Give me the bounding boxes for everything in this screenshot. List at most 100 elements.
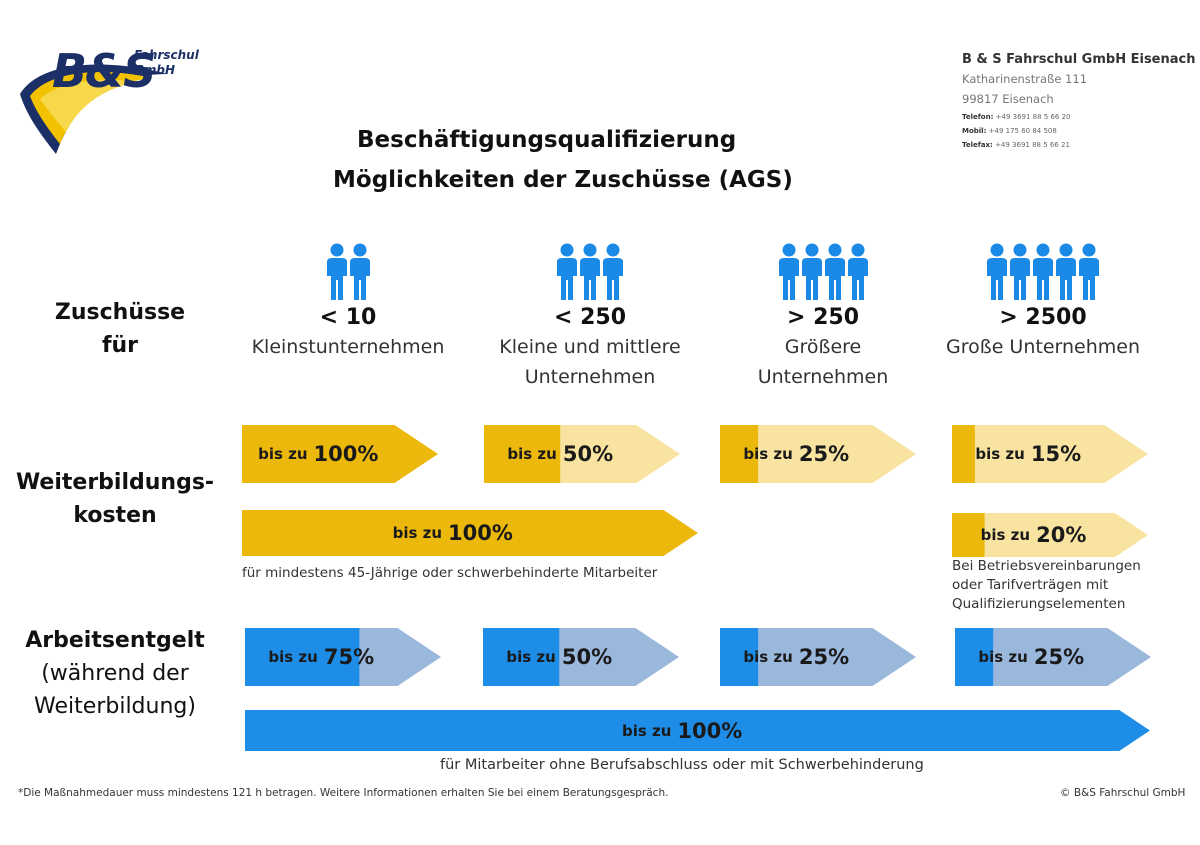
bar-label: bis zu 50%	[484, 425, 637, 483]
people-icon-group	[713, 242, 933, 304]
note-tarif: Bei Betriebsvereinbarungen oder Tarifver…	[952, 557, 1141, 614]
category-desc-line1: Kleine und mittlere	[499, 336, 681, 358]
people-icon	[557, 243, 623, 300]
person-icon	[603, 243, 623, 300]
category-count: > 2500	[999, 305, 1087, 330]
footer-copyright: © B&S Fahrschul GmbH	[1060, 787, 1186, 799]
bar-value: 100%	[677, 718, 743, 743]
person-icon	[580, 243, 600, 300]
bar-prefix: bis zu	[506, 648, 556, 666]
arrow-shape	[242, 425, 438, 483]
row-label-weiterbildung: Weiterbildungs- kosten	[10, 466, 220, 532]
note-tarif-line1: Bei Betriebsvereinbarungen	[952, 558, 1141, 574]
arrow-fill	[955, 628, 994, 686]
bar-arbeitsentgelt-groesser: bis zu 25%	[720, 628, 916, 686]
bar-value: 25%	[798, 442, 850, 466]
arrow-shape	[720, 628, 916, 686]
company-fax: Telefax: +49 3691 88 5 66 21	[962, 141, 1070, 149]
people-icon-group	[480, 242, 700, 304]
bar-prefix: bis zu	[621, 721, 672, 740]
category-desc-line1: Große Unternehmen	[945, 336, 1141, 358]
arrow-shape	[720, 425, 916, 483]
bar-label: bis zu 15%	[952, 425, 1105, 483]
row-label-zuschuesse: Zuschüsse für	[40, 296, 200, 362]
bar-prefix: bis zu	[743, 445, 793, 463]
bar-prefix: bis zu	[980, 526, 1031, 544]
arrow-shape	[952, 425, 1148, 483]
phone-value: +49 3691 88 5 66 20	[995, 113, 1071, 121]
bar-label: bis zu 100%	[245, 710, 1119, 751]
people-icon-group	[933, 242, 1153, 304]
arrow-fill	[720, 628, 759, 686]
bar-value: 25%	[798, 645, 850, 669]
arrow-fill	[483, 628, 560, 686]
arrow-shape	[955, 628, 1151, 686]
bar-value: 25%	[1033, 645, 1085, 669]
category-desc-line1: Kleinstunternehmen	[251, 336, 445, 358]
person-icon	[1056, 243, 1076, 300]
bar-label: bis zu 25%	[720, 628, 873, 686]
category-desc-line2: Unternehmen	[757, 366, 889, 388]
bar-label: bis zu 100%	[242, 510, 664, 556]
bar-weiterbildung-45plus: bis zu 100%	[242, 510, 698, 556]
category-3: > 250 Größere Unternehmen	[713, 242, 933, 392]
person-icon	[1033, 243, 1053, 300]
people-icon	[778, 243, 868, 300]
person-icon	[1010, 243, 1030, 300]
company-street: Katharinenstraße 111	[962, 72, 1088, 86]
person-icon	[326, 243, 347, 300]
arrow-fill	[952, 513, 985, 557]
note-ohne-abschluss: für Mitarbeiter ohne Berufsabschluss ode…	[440, 757, 924, 773]
bar-value: 50%	[562, 442, 614, 466]
bar-label: bis zu 75%	[245, 628, 398, 686]
bar-value: 75%	[323, 645, 375, 669]
page-subtitle: Möglichkeiten der Zuschüsse (AGS)	[333, 167, 793, 193]
bar-label: bis zu 20%	[952, 513, 1115, 557]
people-icon	[326, 243, 370, 300]
footer-disclaimer: *Die Maßnahmedauer muss mindestens 121 h…	[18, 787, 669, 799]
note-tarif-line3: Qualifizierungselementen	[952, 596, 1126, 612]
arrow-shape	[242, 510, 698, 556]
person-icon	[801, 243, 822, 300]
arrow-shape	[952, 513, 1148, 557]
bar-value: 20%	[1036, 523, 1087, 547]
bar-label: bis zu 25%	[955, 628, 1108, 686]
logo-brand: B&S	[52, 44, 156, 98]
person-icon	[847, 243, 868, 300]
logo-text-line2: GmbH	[134, 63, 175, 77]
person-icon	[778, 243, 799, 300]
company-name: B & S Fahrschul GmbH Eisenach	[962, 52, 1196, 67]
category-count: < 250	[553, 305, 626, 330]
bar-weiterbildung-kleinst: bis zu 100%	[242, 425, 438, 483]
category-desc-line1: Größere	[784, 336, 862, 358]
bar-prefix: bis zu	[978, 648, 1028, 666]
fax-label: Telefax:	[962, 141, 993, 149]
company-logo: B&S Fahrschul GmbH	[18, 44, 218, 159]
arrow-fill	[720, 425, 759, 483]
row-label-weiterbildung-line2: kosten	[73, 503, 157, 528]
bar-value: 50%	[561, 645, 613, 669]
category-count: > 250	[786, 305, 859, 330]
bar-prefix: bis zu	[392, 524, 443, 542]
bar-prefix: bis zu	[268, 648, 318, 666]
row-label-weiterbildung-line1: Weiterbildungs-	[15, 470, 215, 495]
note-45plus: für mindestens 45-Jährige oder schwerbeh…	[242, 565, 658, 581]
bar-arbeitsentgelt-gross: bis zu 25%	[955, 628, 1151, 686]
bar-prefix: bis zu	[258, 445, 308, 463]
bar-prefix: bis zu	[507, 445, 557, 463]
bar-arbeitsentgelt-kmu: bis zu 50%	[483, 628, 679, 686]
company-phone: Telefon: +49 3691 88 5 66 20	[962, 113, 1071, 121]
mobile-label: Mobil:	[962, 127, 987, 135]
row-label-arbeitsentgelt-line3: Weiterbildung)	[34, 694, 196, 719]
bar-value: 15%	[1030, 442, 1082, 466]
bar-label: bis zu 100%	[242, 425, 395, 483]
phone-label: Telefon:	[962, 113, 994, 121]
row-label-zuschuesse-line2: für	[101, 333, 139, 358]
people-icon-group	[238, 242, 458, 304]
page-title: Beschäftigungsqualifizierung	[357, 127, 737, 153]
row-label-arbeitsentgelt: Arbeitsentgelt (während der Weiterbildun…	[10, 624, 220, 723]
company-mobile: Mobil: +49 175 60 84 508	[962, 127, 1057, 135]
arrow-shape	[245, 710, 1150, 751]
category-2: < 250 Kleine und mittlere Unternehmen	[480, 242, 700, 392]
logo-text-line1: Fahrschul	[134, 48, 199, 62]
